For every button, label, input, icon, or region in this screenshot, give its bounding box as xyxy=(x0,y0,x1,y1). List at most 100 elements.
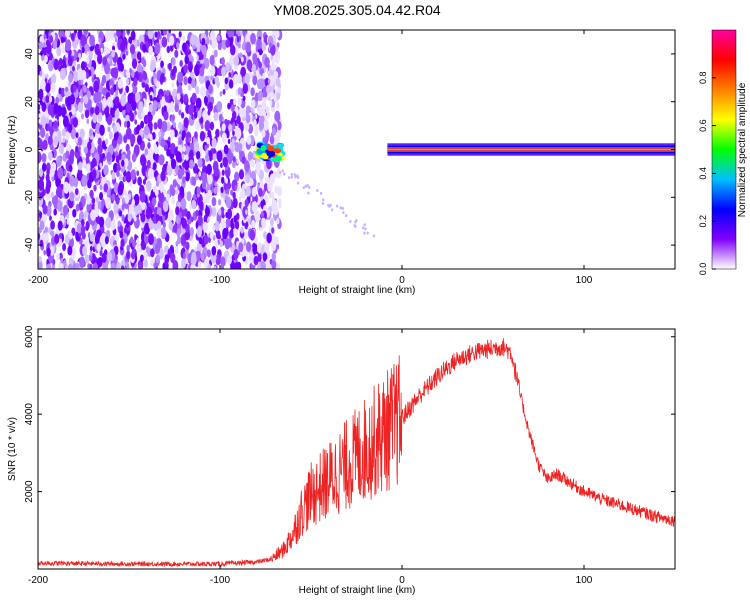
spectrogram-cell xyxy=(66,95,72,107)
spectrogram-cell xyxy=(242,30,246,35)
spectrogram-y-ticks: -40 -20 0 20 40 xyxy=(24,48,675,252)
spectrogram-cell xyxy=(38,168,44,177)
spectrogram-cell xyxy=(152,151,159,163)
spectrogram-cell xyxy=(188,137,191,143)
spectrogram-cell xyxy=(189,204,193,210)
spectrogram-cell xyxy=(159,76,163,83)
colorbar-tick-label: 0.0 xyxy=(698,263,708,276)
spectrogram-cell xyxy=(215,254,221,266)
spectrogram-cell xyxy=(105,196,112,209)
spectrogram-x-label: Height of straight line (km) xyxy=(299,285,416,296)
spectrogram-cell xyxy=(283,172,286,176)
spectrogram-cell xyxy=(125,50,129,56)
spectrogram-cell xyxy=(127,42,131,50)
spectrogram-cell xyxy=(176,92,181,101)
spectrogram-cell xyxy=(81,46,85,54)
y-tick-label: 6000 xyxy=(24,325,35,348)
spectrogram-cell xyxy=(269,135,275,145)
spectrogram-cell xyxy=(183,76,188,86)
spectrogram-cell xyxy=(244,72,251,85)
spectrogram-cell xyxy=(155,180,160,187)
spectrogram-cell xyxy=(183,158,190,171)
spectrogram-cell xyxy=(339,206,342,210)
spectrogram-cell xyxy=(219,240,224,248)
spectrogram-cell xyxy=(58,144,65,155)
spectrogram-cell xyxy=(217,42,222,51)
spectrogram-cell xyxy=(271,241,277,252)
spectrogram-cell xyxy=(94,235,100,245)
spectrogram-cell xyxy=(342,211,345,215)
spectrogram-cell xyxy=(184,49,189,57)
spectrogram-cell xyxy=(161,120,168,133)
x-tick-label: -100 xyxy=(210,575,230,586)
spectrogram-cell xyxy=(195,86,200,95)
spectrogram-cell xyxy=(38,151,42,164)
spectrogram-cell xyxy=(56,155,62,167)
spectrogram-cell xyxy=(307,191,310,195)
spectrogram-cell xyxy=(195,250,202,262)
spectrogram-cell xyxy=(201,37,206,46)
spectrogram-cell xyxy=(245,114,251,124)
spectrogram-cell xyxy=(260,195,264,201)
spectrogram-cell xyxy=(244,198,249,208)
spectrogram-cell xyxy=(271,259,277,269)
spectrogram-cell xyxy=(161,166,165,173)
spectrogram-cell xyxy=(237,30,241,37)
spectrogram-cell xyxy=(256,38,262,50)
spectrogram-cell xyxy=(266,150,276,157)
spectrogram-cell xyxy=(89,250,93,257)
spectrogram-cell xyxy=(276,186,283,197)
spectrogram-cell xyxy=(198,237,203,245)
spectrogram-cell xyxy=(74,262,80,269)
spectrogram-cell xyxy=(45,95,50,103)
spectrogram-cell xyxy=(121,203,125,211)
spectrogram-cell xyxy=(182,145,186,152)
spectrogram-cell xyxy=(241,42,246,51)
spectrogram-cell xyxy=(171,114,175,122)
spectrogram-cell xyxy=(58,57,63,66)
spectrogram-cell xyxy=(224,238,231,250)
spectrogram-cell xyxy=(220,176,225,184)
spectrogram-cell xyxy=(181,218,187,229)
spectrogram-cell xyxy=(189,142,195,152)
spectrogram-cell xyxy=(122,31,125,38)
spectrogram-cell xyxy=(111,49,116,58)
spectrogram-cell xyxy=(89,263,93,269)
spectrogram-cell xyxy=(50,74,57,85)
spectrogram-cell xyxy=(38,103,41,111)
spectrogram-cell xyxy=(266,107,270,115)
spectrogram-cell xyxy=(41,152,47,163)
spectrogram-cell xyxy=(220,263,225,269)
spectrogram-cell xyxy=(102,262,108,269)
spectrogram-cell xyxy=(225,177,229,184)
spectrogram-cell xyxy=(92,262,99,269)
colorbar-gradient xyxy=(711,29,737,270)
spectrogram-cell xyxy=(246,59,253,71)
spectrogram-cell xyxy=(169,35,175,46)
spectrogram-cell xyxy=(254,128,259,137)
spectrogram-cell xyxy=(126,244,130,252)
spectrogram-cell xyxy=(276,120,282,131)
spectrogram-cell xyxy=(114,37,118,43)
spectrogram-cell xyxy=(47,135,53,146)
spectrogram-cell xyxy=(197,110,202,119)
spectrogram-cell xyxy=(207,129,212,138)
spectrogram-cell xyxy=(44,231,49,241)
spectrogram-cell xyxy=(178,31,182,38)
spectrogram-cell xyxy=(86,118,90,125)
spectrogram-cell xyxy=(211,206,217,217)
spectrogram-cell xyxy=(190,216,194,223)
spectrogram-cell xyxy=(230,189,234,196)
spectrogram-cell xyxy=(202,110,208,122)
spectrogram-cell xyxy=(349,220,352,224)
spectrogram-cell xyxy=(90,209,96,221)
spectrogram-cell xyxy=(122,188,127,197)
spectrogram-cell xyxy=(244,121,250,132)
spectrogram-cell xyxy=(71,50,75,57)
spectrogram-cell xyxy=(271,227,275,234)
spectrogram-y-label: Frequency (Hz) xyxy=(7,116,18,185)
spectrogram-cell xyxy=(256,168,260,176)
spectrogram-cell xyxy=(290,175,294,179)
spectrogram-cell xyxy=(233,98,237,106)
spectrogram-cell xyxy=(168,30,172,34)
